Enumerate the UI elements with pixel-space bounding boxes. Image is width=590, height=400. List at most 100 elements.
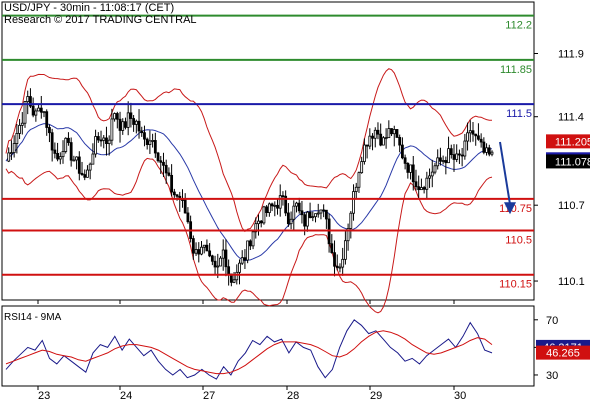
candle-body	[300, 210, 304, 216]
candle-body	[392, 129, 396, 135]
date-axis: 23 24 27 28 29 30	[37, 300, 466, 400]
candle-body	[159, 160, 163, 163]
candle-body	[134, 120, 138, 125]
candle-body	[330, 243, 334, 254]
forecast-arrow	[499, 141, 516, 215]
candle-body	[254, 223, 258, 233]
candle-body	[143, 132, 146, 140]
candle-body	[346, 228, 350, 242]
candle-body	[88, 163, 92, 171]
rsi-value-tag	[536, 345, 590, 360]
candle-body	[20, 122, 24, 126]
candle-body	[238, 262, 241, 273]
candle-body	[433, 165, 437, 173]
candle-body	[401, 144, 404, 159]
candle-body	[42, 111, 46, 114]
price-axis-label: 111.4	[558, 112, 584, 124]
candle-body	[430, 171, 434, 177]
candle-body	[289, 218, 293, 225]
rsi-panel: 70503046.317146.265	[5, 315, 590, 382]
candle-body	[156, 152, 160, 162]
date-label: 29	[370, 390, 382, 400]
price-levels: 112.2 111.85 111.5 110.75 110.5 110.15	[2, 14, 534, 291]
candle-body	[251, 231, 255, 247]
price-panel-frame	[1, 1, 535, 301]
candle-body	[45, 111, 49, 128]
candle-body	[349, 212, 353, 229]
candle-body	[371, 135, 374, 139]
candle-body	[183, 199, 187, 214]
date-label: 30	[454, 390, 466, 400]
candle-body	[110, 118, 114, 141]
candle-body	[10, 152, 13, 154]
candle-body	[390, 128, 393, 135]
candle-body	[319, 209, 323, 214]
candle-body	[58, 156, 62, 160]
candle-body	[113, 113, 117, 120]
candle-body	[148, 140, 152, 145]
candle-body	[352, 191, 355, 214]
date-label: 24	[120, 390, 132, 400]
candle-body	[64, 137, 68, 152]
candle-body	[311, 216, 315, 219]
level-label: 110.15	[499, 279, 532, 291]
candle-body	[420, 187, 423, 191]
rsi-series-1	[5, 330, 493, 375]
candle-body	[7, 152, 11, 162]
date-label: 27	[203, 390, 215, 400]
price-tag	[546, 154, 590, 169]
candle-body	[124, 121, 127, 128]
candle-body	[466, 132, 469, 142]
candle-body	[436, 157, 440, 167]
candle-body	[53, 149, 57, 154]
candle-body	[406, 162, 410, 173]
level-label: 111.5	[506, 108, 532, 120]
candle-body	[398, 137, 402, 146]
candle-body	[362, 144, 366, 162]
candle-body	[39, 107, 43, 113]
candle-body	[449, 148, 453, 156]
level-label: 111.85	[500, 64, 532, 76]
candle-body	[441, 160, 445, 162]
rsi-axis-label: 70	[546, 315, 558, 327]
candle-body	[83, 174, 87, 178]
candle-body	[164, 164, 168, 174]
price-axis: 111.9 111.4 110.7 110.1	[534, 49, 585, 288]
candle-body	[194, 249, 198, 254]
candle-body	[96, 136, 100, 141]
candle-body	[221, 249, 225, 259]
candle-body	[23, 101, 27, 124]
candle-body	[213, 260, 217, 268]
candle-body	[56, 152, 59, 160]
candle-body	[444, 160, 448, 164]
candle-body	[273, 204, 277, 207]
candle-body	[322, 209, 326, 212]
candle-body	[284, 195, 288, 214]
level-label: 110.75	[499, 203, 532, 215]
candle-body	[485, 147, 488, 153]
date-label: 28	[287, 390, 299, 400]
candle-body	[248, 240, 252, 247]
candle-body	[368, 135, 372, 147]
candle-body	[487, 147, 491, 155]
price-tag-label: 111.078	[555, 156, 590, 168]
candle-body	[18, 124, 21, 134]
candle-body	[29, 96, 32, 107]
price-tag	[546, 134, 590, 149]
candle-body	[132, 118, 136, 125]
rsi-value-label: 46.265	[546, 348, 580, 360]
candle-body	[409, 164, 412, 173]
candle-body	[80, 172, 84, 175]
candle-body	[12, 143, 16, 153]
candle-body	[357, 172, 361, 188]
candle-body	[191, 238, 195, 254]
rsi-title: RSI14 - 9MA	[4, 312, 62, 323]
candle-body	[257, 220, 260, 225]
candle-body	[333, 252, 336, 267]
candle-body	[463, 140, 467, 157]
candle-body	[72, 159, 76, 162]
candle-body	[341, 258, 345, 268]
candle-body	[126, 112, 130, 128]
